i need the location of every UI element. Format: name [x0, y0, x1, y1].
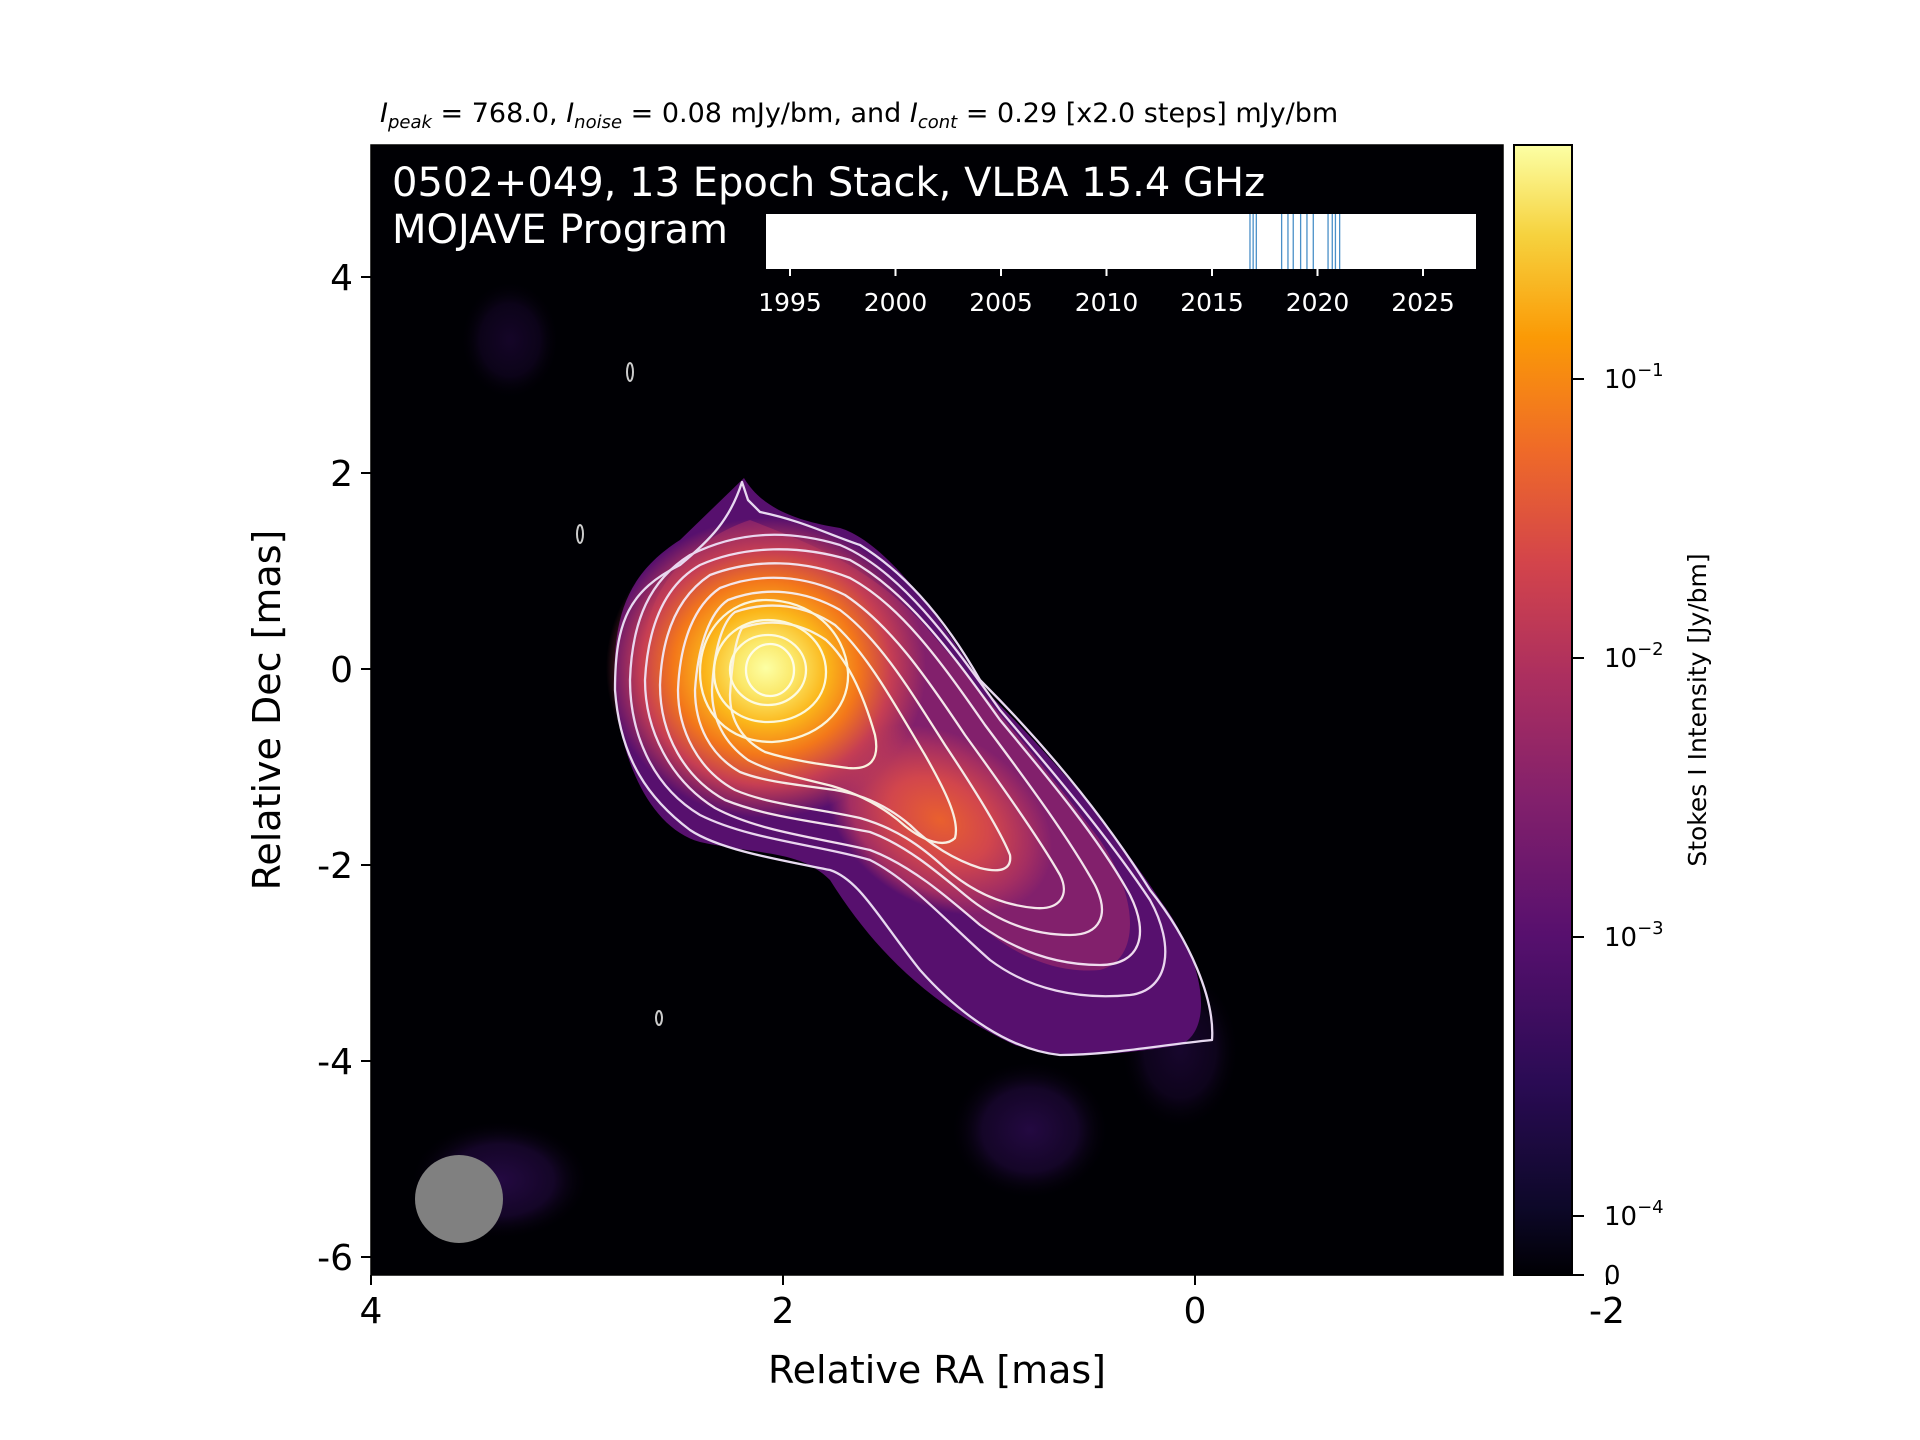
y-tick-label: 0 [330, 650, 353, 691]
peak-subscript: peak [387, 112, 432, 133]
colorbar-tick-exponent: −3 [1637, 918, 1664, 939]
colorbar: 10−1 10−2 10−3 10−4 0 Stokes I Intensity [Jy… [1513, 144, 1712, 1291]
contour-level-5 [676, 576, 1065, 910]
x-tick-label: 0 [1184, 1291, 1207, 1332]
contour-level-1 [613, 480, 1214, 1057]
timeline-axis: 1995 2000 2005 2010 2015 2020 2025 [758, 269, 1455, 317]
colorbar-tick-exponent: −4 [1637, 1197, 1664, 1218]
y-tick-label: -2 [317, 846, 353, 887]
timeline-tick-label: 2005 [969, 288, 1033, 317]
contour-level-10 [712, 618, 828, 724]
y-tick-label: 2 [330, 454, 353, 495]
x-tick-label: 4 [360, 1291, 383, 1332]
contour-level-12 [744, 642, 796, 698]
cont-units: mJy/bm [1235, 98, 1339, 129]
timeline-tick-label: 2015 [1180, 288, 1244, 317]
colorbar-ticks: 10−1 10−2 10−3 10−4 0 [1572, 360, 1664, 1291]
peak-symbol: I [380, 98, 388, 129]
contour-level-4 [658, 562, 1104, 937]
noise-units: mJy/bm [730, 98, 834, 129]
x-axis: 420-2-4-6 [360, 1275, 1625, 1332]
contour-level-8 [728, 621, 878, 770]
timeline-tick-label: 2020 [1286, 288, 1350, 317]
y-tick-label: -4 [317, 1042, 353, 1083]
peak-value: 768.0 [471, 98, 550, 129]
y-axis: 4 2 0 -2 -4 -6 [317, 258, 371, 1279]
timeline-tick-label: 2010 [1075, 288, 1139, 317]
colorbar-tick-label: 10−2 [1604, 639, 1664, 674]
epoch-marks [1249, 214, 1341, 269]
contour-level-6 [693, 590, 1012, 872]
x-tick-label: -2 [1589, 1291, 1625, 1332]
timeline-tick-label: 2025 [1391, 288, 1455, 317]
colorbar-label: Stokes I Intensity [Jy/bm] [1683, 553, 1712, 866]
epoch-timeline: 1995 2000 2005 2010 2015 2020 2025 [758, 214, 1476, 317]
x-tick-label: 2 [772, 1291, 795, 1332]
steps-value: x2.0 [1076, 98, 1136, 129]
x-axis-label: Relative RA [mas] [768, 1348, 1106, 1392]
colorbar-tick-exponent: −1 [1637, 360, 1664, 381]
colorbar-gradient [1513, 144, 1573, 1276]
contour-level-9 [698, 598, 850, 744]
overlay-title-line1: 0502+049, 13 Epoch Stack, VLBA 15.4 GHz [392, 160, 1265, 206]
timeline-box [766, 214, 1476, 269]
colorbar-tick-label: 10−1 [1604, 360, 1664, 395]
map-panel: 0502+049, 13 Epoch Stack, VLBA 15.4 GHz … [370, 144, 1504, 1276]
contour-level-11 [728, 633, 808, 707]
noise-contours [576, 362, 663, 1026]
map-frame [370, 144, 1504, 1276]
cont-subscript: cont [917, 112, 958, 133]
contour-level-2 [628, 533, 1167, 998]
contour-level-3 [643, 548, 1142, 967]
noise-subscript: noise [574, 112, 623, 133]
timeline-tick-label: 1995 [758, 288, 822, 317]
cont-value: 0.29 [997, 98, 1058, 129]
noise-value: 0.08 [661, 98, 722, 129]
contour-set [613, 480, 1214, 1057]
colorbar-tick-label: 10−4 [1604, 1197, 1664, 1232]
timeline-tick-label: 2000 [864, 288, 928, 317]
colorbar-tick-label: 0 [1604, 1261, 1621, 1291]
y-tick-label: 4 [330, 258, 353, 299]
colorbar-tick-label: 10−3 [1604, 918, 1664, 953]
figure-header: Ipeak = 768.0, Inoise = 0.08 mJy/bm, and… [380, 98, 1339, 133]
beam-ellipse [415, 1155, 503, 1243]
overlay-title-line2: MOJAVE Program [392, 207, 728, 253]
colorbar-tick-exponent: −2 [1637, 639, 1664, 660]
y-axis-label: Relative Dec [mas] [245, 530, 289, 891]
y-tick-label: -6 [317, 1238, 353, 1279]
